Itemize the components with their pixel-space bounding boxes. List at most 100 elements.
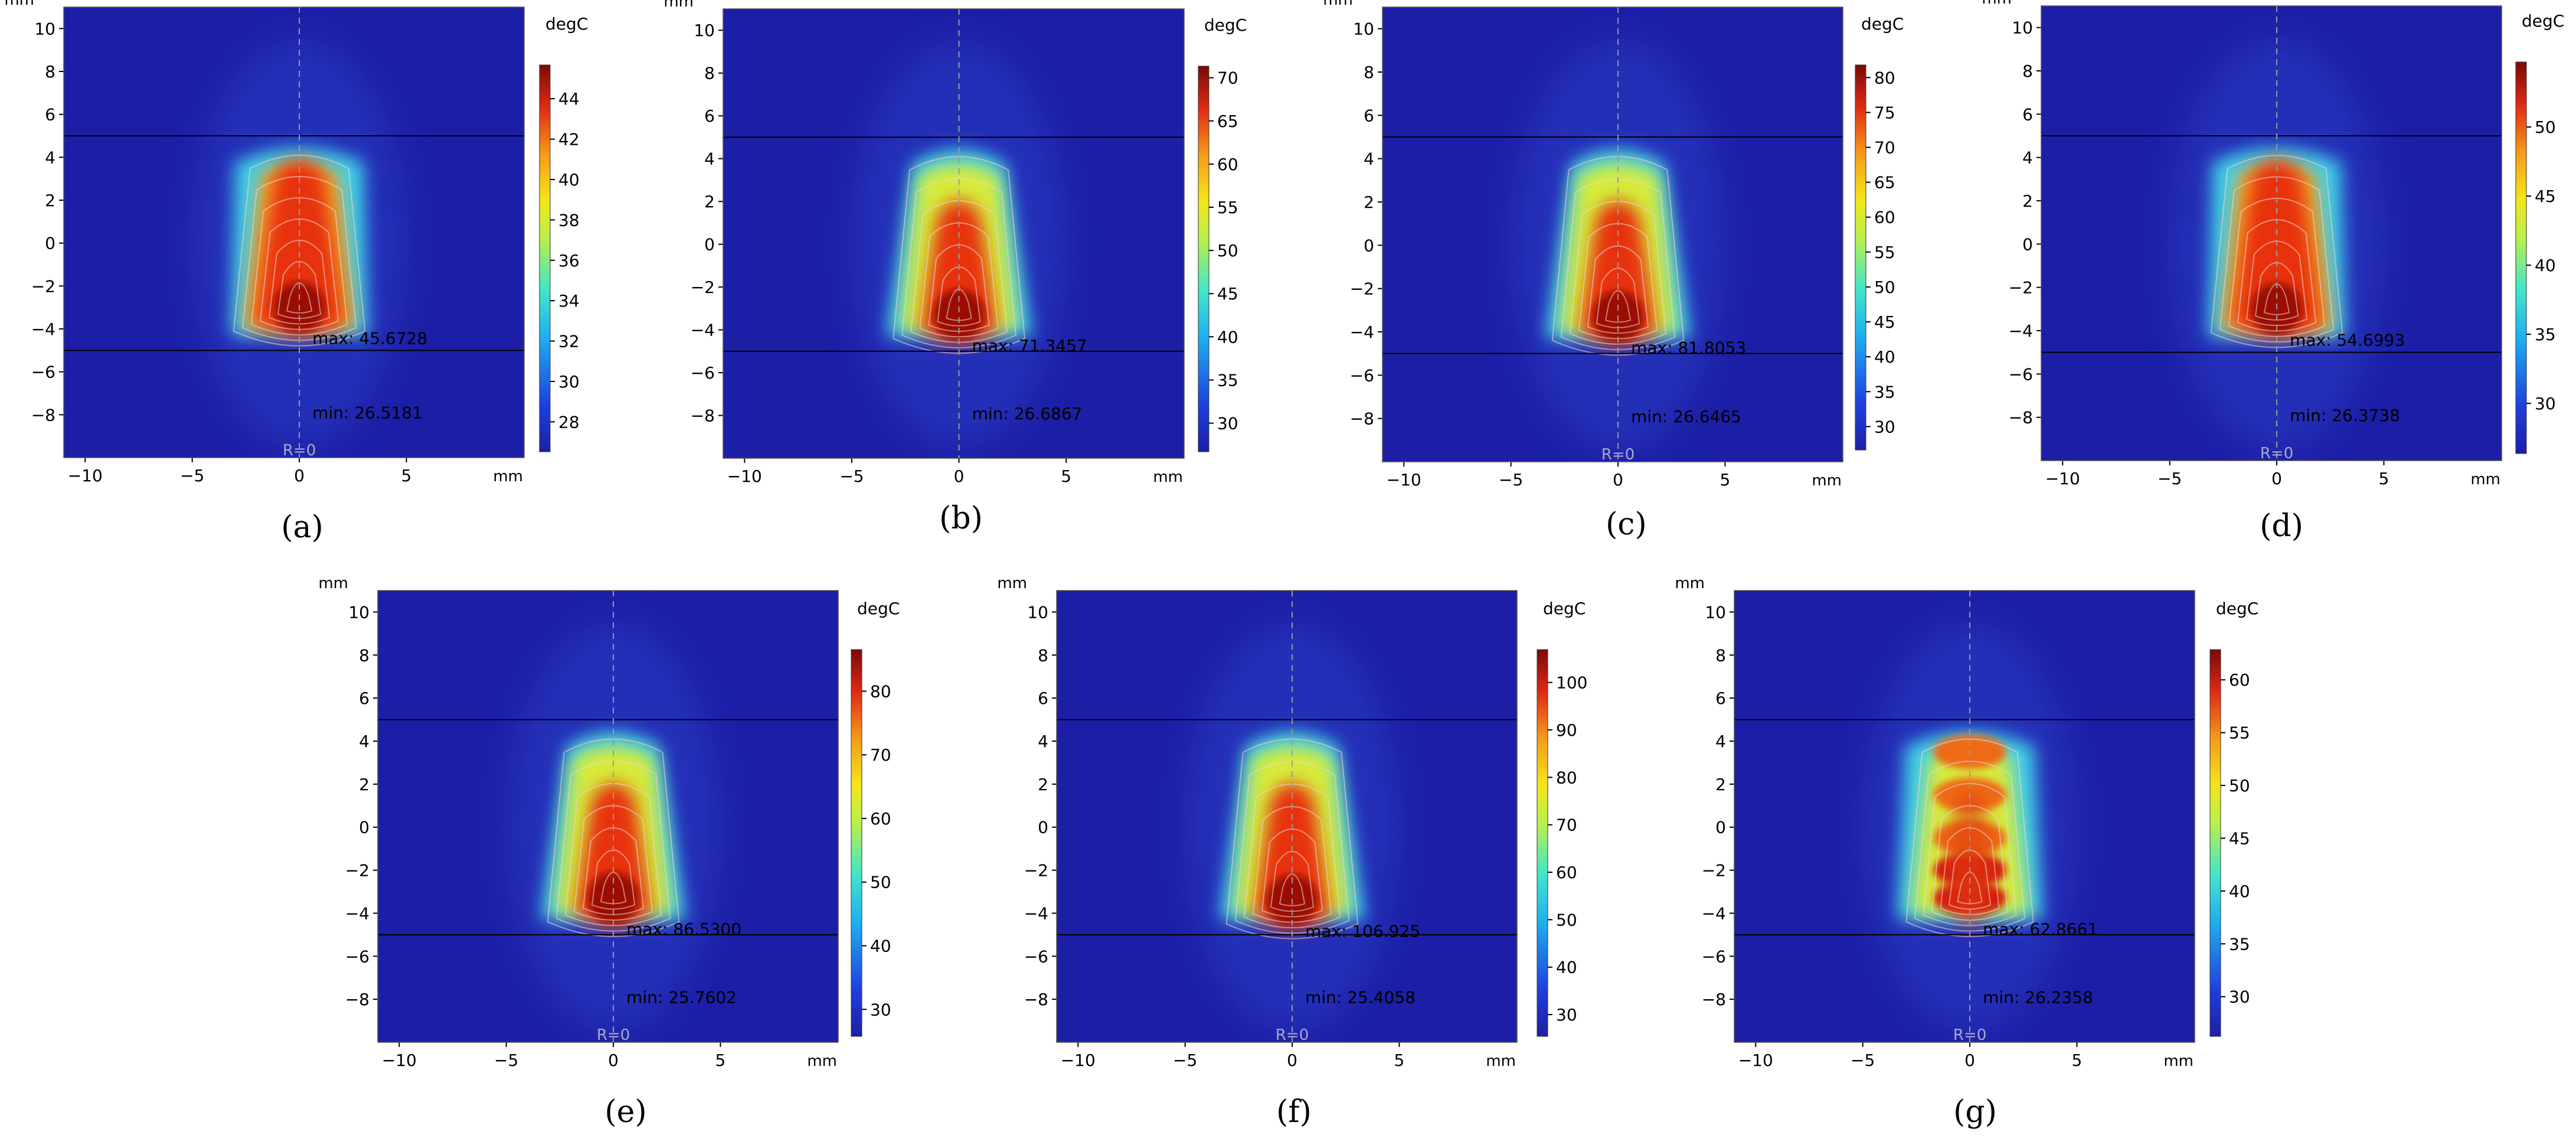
y-axis-unit: mm [1323,0,1353,9]
x-tick-label: −10 [1738,1051,1773,1070]
colorbar-tick-label: 50 [2535,118,2556,137]
colorbar-label: degC [2216,599,2258,618]
contour-line [1279,873,1306,906]
colorbar-tick-label: 45 [1217,284,1238,304]
y-tick-label: 0 [45,234,55,253]
x-axis-unit: mm [1153,468,1183,486]
plot-frame [2041,5,2502,461]
colorbar-tick-label: 55 [1874,243,1895,262]
y-tick-label: 8 [1364,63,1374,82]
contour-line [2228,197,2326,337]
y-tick-label: −8 [691,406,715,426]
contour-line [1252,805,1332,923]
contour-line [1604,290,1632,323]
heatmap-panel-b: max: 71.3457 min: 26.6867 −10 −5 0 5 10 8 6 4 2 0 −2… [663,0,1247,536]
y-tick-label: −6 [2009,364,2033,384]
y-tick-label: −4 [691,321,715,340]
colorbar-tick-label: 60 [1874,208,1895,227]
heatmap-panel-c: max: 81.8053 min: 26.6465 R=0 −10 −5 0 5 10 8 6 4 2… [1323,0,1904,542]
colorbar-tick-label: 50 [1556,910,1577,930]
y-tick-label: 0 [1715,818,1726,837]
colorbar-tick-label: 34 [558,291,580,311]
heatmap-panel-g: max: 62.8661 min: 26.2358 R=0 −10 −5 0 5 10 8 6 4 2… [1675,575,2258,1130]
panel-label: (e) [604,1094,646,1130]
colorbar-tick-label: 30 [558,372,580,392]
axis-label: R=0 [1953,1026,1986,1044]
x-tick-label: 0 [1964,1051,1975,1070]
colorbar-label: degC [545,14,588,34]
contour-line [1234,761,1350,934]
y-tick-label: 8 [1038,645,1048,665]
x-tick-label: 0 [1287,1051,1297,1070]
y-tick-label: 0 [1364,236,1374,255]
contour-line [250,197,348,336]
contour-line [1931,805,2009,921]
y-axis-unit: mm [1982,0,2012,8]
colorbar-tick-label: 35 [1874,382,1895,402]
y-tick-label: −6 [1024,947,1048,966]
colorbar-tick-label: 40 [2229,882,2250,901]
y-tick-label: 10 [1705,602,1726,622]
colorbar-tick-label: 50 [870,873,891,892]
y-tick-label: 2 [359,775,370,794]
x-tick-label: 0 [294,466,305,485]
min-annotation: min: 26.6465 [1631,407,1741,426]
colorbar-tick-label: 44 [558,89,580,109]
panel-label: (d) [2260,508,2303,544]
colorbar-tick-label: 30 [870,1000,891,1019]
x-tick-label: −5 [180,466,204,485]
x-tick-label: −5 [2157,469,2182,488]
y-tick-label: −4 [31,319,55,339]
hotspot [933,289,985,341]
y-tick-label: 10 [348,602,370,622]
y-tick-label: 6 [1364,106,1374,125]
y-tick-label: −4 [2009,321,2033,341]
y-tick-label: −2 [1702,861,1726,880]
y-tick-label: 10 [34,19,55,38]
colorbar-tick-label: 80 [870,681,891,701]
max-annotation: max: 45.6728 [312,329,427,348]
x-tick-label: −5 [494,1051,518,1070]
contour-line [1940,827,2000,915]
y-axis-unit: mm [1675,575,1705,592]
contour-line [259,218,339,330]
x-tick-label: 0 [1613,470,1623,490]
panel-label: (b) [939,501,983,536]
y-axis-unit: mm [318,575,348,592]
colorbar-label: degC [857,599,900,618]
y-tick-label: −6 [1702,947,1726,966]
max-annotation: max: 81.8053 [1631,338,1746,357]
plot-frame [377,590,839,1043]
y-tick-label: −6 [691,363,715,383]
contour-line [2237,219,2317,332]
contour-line [1905,738,2034,937]
y-tick-label: −8 [1024,990,1048,1009]
y-tick-label: 4 [704,149,715,169]
y-tick-label: 10 [2012,18,2033,38]
contour-line [1261,829,1323,918]
y-tick-label: −4 [1702,904,1726,923]
heatmap-panel-f: max: 106.925 min: 25.4058 R=0 −10 −5 0 5 10 8 6 4 2… [997,575,1587,1130]
contour-line [1578,223,1658,340]
colorbar-label: degC [1861,14,1904,34]
colorbar-tick-label: 50 [1217,241,1238,260]
contour-line [2245,240,2308,327]
contour-line [277,260,322,319]
hot-core [254,160,345,336]
contour-line [928,244,990,332]
contour-line [1560,178,1676,350]
colorbar-tick-label: 65 [1217,112,1238,131]
x-axis-unit: mm [807,1052,837,1070]
colorbar-tick-label: 100 [1556,673,1587,693]
y-tick-label: 0 [359,818,370,837]
colorbar [851,649,862,1037]
contour-line [2210,155,2343,348]
y-tick-label: 6 [1038,689,1048,708]
colorbar-label: degC [1204,15,1247,35]
x-axis-unit: mm [1486,1052,1516,1070]
heatmap-panel-e: max: 86.5300 min: 25.7602 R=0 −10 −5 0 5 10 8 6 4 2… [318,575,900,1130]
x-tick-label: −10 [2045,469,2080,488]
colorbar-tick-label: 35 [1217,370,1238,390]
contour-line [564,782,662,927]
